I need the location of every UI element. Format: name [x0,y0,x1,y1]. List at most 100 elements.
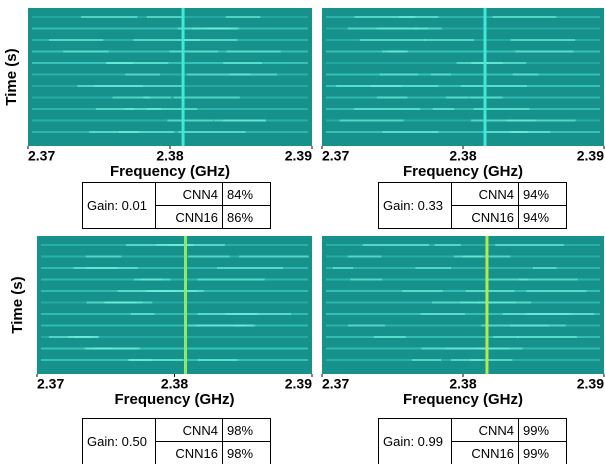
model-cell: CNN4 [451,182,519,206]
stripe-highlight [48,336,100,338]
time-stripe [41,255,308,258]
accuracy-cell: 98% [222,441,271,464]
x-axis-label: Frequency (GHz) [114,391,234,408]
x-tick-label: 2.37 [37,376,64,392]
spectrogram-background [37,236,312,374]
time-stripe [41,336,308,338]
signal-line [483,8,487,146]
stripe-highlight [146,108,198,110]
gain-cell: Gain: 0.33 [378,182,452,229]
stripe-highlight [225,313,292,315]
stripe-highlight [348,324,386,327]
accuracy-cell: 94% [518,205,567,229]
time-stripe [326,324,600,327]
time-stripe [326,16,600,18]
stripe-highlight [432,108,455,110]
accuracy-cell: 99% [518,418,567,442]
table-row: Gain: 0.50 CNN4 98% [82,418,271,464]
accuracy-cell: 94% [518,182,567,206]
stripe-highlight [470,119,536,122]
stripe-highlight [229,73,278,76]
stripe-highlight [373,336,406,338]
stripe-highlight [336,85,402,87]
stripe-highlight [134,278,163,281]
stripe-highlight [377,96,408,99]
table-row: Gain: 0.99 CNN4 99% [378,418,567,464]
spectrogram-background [322,236,604,374]
stripe-highlight [470,62,503,64]
stripe-highlight [350,278,383,281]
stripe-highlight [481,62,527,64]
stripe-highlight [177,27,230,30]
x-tick-label: 2.37 [322,148,349,164]
signal-line [485,236,489,374]
stripe-highlight [80,16,138,18]
stripe-highlight [362,244,430,246]
stripe-highlight [354,108,421,110]
stripe-highlight [169,50,219,53]
x-tick-label: 2.38 [449,148,476,164]
accuracy-cell: 84% [222,182,271,206]
stripe-highlight [143,96,172,99]
table-row: CNN16 98% [83,441,271,464]
accuracy-cell: 86% [222,205,271,229]
time-stripe [326,108,600,110]
y-axis-label: Time (s) [3,48,20,105]
model-cell: CNN16 [451,441,519,464]
stripe-highlight [204,27,237,30]
x-axis-label: Frequency (GHz) [403,163,523,180]
stripe-highlight [492,16,557,18]
x-tick-label: 2.38 [449,376,476,392]
stripe-highlight [133,39,200,41]
table-row: CNN16 94% [379,205,567,229]
stripe-highlight [460,85,527,87]
stripe-highlight [473,108,530,110]
model-cell: CNN4 [155,418,223,442]
stripe-highlight [354,16,416,18]
stripe-highlight [112,96,150,99]
x-tick-label: 2.39 [285,376,312,392]
x-axis-label: Frequency (GHz) [403,391,523,408]
stripe-highlight [217,267,283,269]
stripe-highlight [505,119,576,122]
stripe-highlight [431,301,481,304]
stripe-highlight [130,313,155,315]
stripe-highlight [434,244,461,246]
x-tick-label: 2.39 [285,148,312,164]
stripe-highlight [398,16,439,18]
time-stripe [41,313,308,315]
time-stripe [41,278,308,281]
signal-line [184,236,187,374]
results-table: Gain: 0.50 CNN4 98% CNN16 98% [82,418,271,464]
stripe-highlight [450,359,483,361]
stripe-highlight [63,50,109,53]
stripe-highlight [370,85,439,87]
stripe-highlight [382,131,439,133]
stripe-highlight [430,73,451,76]
time-stripe [326,336,600,338]
time-stripe [326,27,600,30]
stripe-highlight [182,39,238,41]
table-row: CNN16 99% [379,441,567,464]
stripe-highlight [526,290,587,292]
stripe-highlight [347,255,382,258]
model-cell: CNN4 [451,418,519,442]
time-stripe [326,278,600,281]
gain-cell: Gain: 0.01 [82,182,156,229]
stripe-highlight [515,50,574,53]
stripe-highlight [106,62,169,64]
gain-cell: Gain: 0.99 [378,418,452,464]
model-cell: CNN16 [155,205,223,229]
stripe-highlight [94,347,138,350]
stripe-highlight [481,324,549,327]
x-tick-label: 2.38 [161,376,188,392]
x-axis-label: Frequency (GHz) [110,163,230,180]
stripe-highlight [510,39,576,41]
stripe-highlight [124,108,162,110]
stripe-highlight [402,290,443,292]
stripe-highlight [339,119,404,122]
model-cell: CNN16 [451,205,519,229]
x-tick-label: 2.37 [322,376,349,392]
stripe-highlight [128,359,152,361]
stripe-highlight [141,85,183,87]
